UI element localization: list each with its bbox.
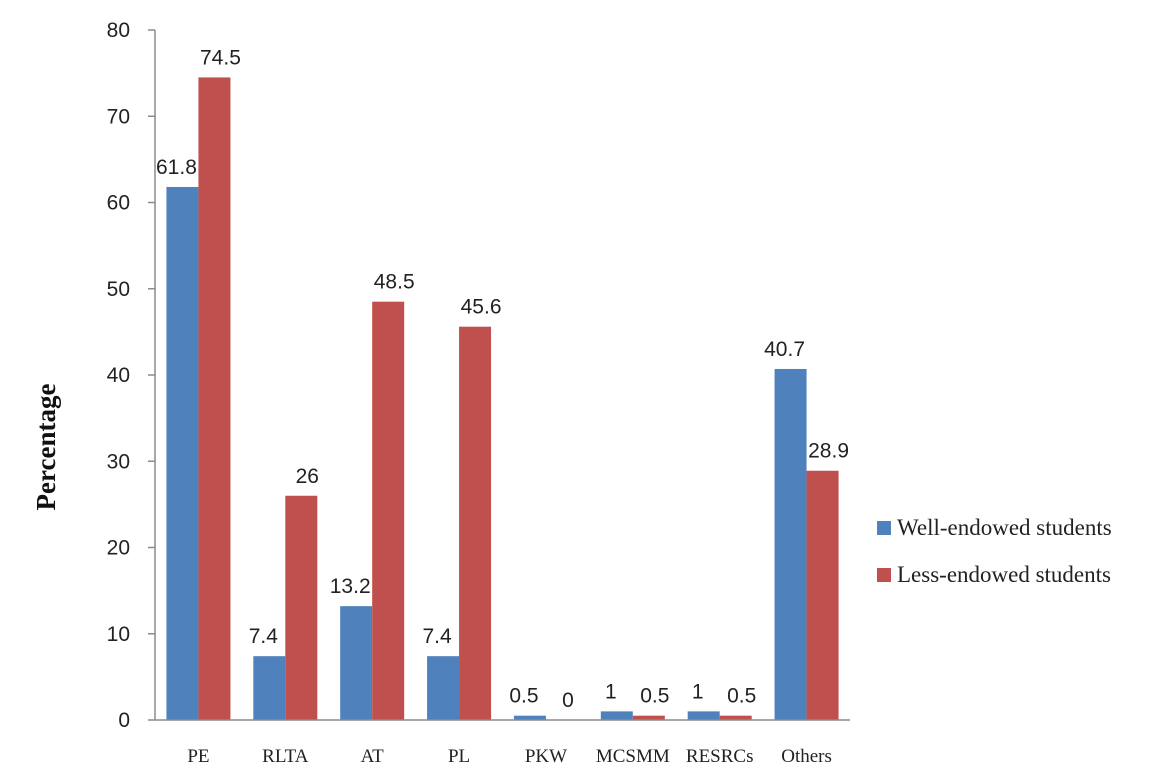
bar-less-endowed-pl [459, 326, 492, 720]
data-label: 7.4 [249, 625, 279, 648]
legend: Well-endowed students Less-endowed studen… [877, 515, 1112, 587]
legend-swatch [877, 568, 891, 582]
bar-less-endowed-resrcs [719, 715, 752, 720]
y-tick-label: 20 [107, 537, 130, 560]
y-axis-ticks: 0 10 20 30 40 50 60 70 80 [107, 19, 155, 732]
bar-well-endowed-rlta [253, 656, 286, 720]
data-label: 0 [562, 689, 574, 712]
data-label: 45.6 [461, 296, 502, 319]
data-label: 0.5 [509, 685, 538, 708]
bar-less-endowed-rlta [285, 495, 318, 720]
bar-less-endowed-others [806, 470, 839, 720]
x-tick-label: RLTA [262, 746, 309, 767]
legend-swatch [877, 521, 891, 535]
data-label: 7.4 [422, 625, 452, 648]
bars [166, 77, 839, 721]
bar-well-endowed-resrcs [687, 711, 720, 720]
bar-less-endowed-mcsmm [632, 715, 665, 720]
bar-less-endowed-at [372, 301, 405, 720]
category-labels: PE RLTA AT PL PKW MCSMM RESRCs Others [187, 746, 832, 767]
data-label: 13.2 [330, 575, 371, 598]
x-tick-label: AT [361, 746, 385, 767]
bar-well-endowed-pl [427, 656, 460, 720]
data-label: 74.5 [200, 46, 241, 69]
data-label: 40.7 [764, 338, 805, 361]
data-label: 1 [605, 680, 617, 703]
bar-well-endowed-pe [166, 186, 199, 721]
y-tick-label: 50 [107, 278, 130, 301]
x-tick-label: PL [448, 746, 470, 767]
y-tick-label: 60 [107, 192, 130, 215]
data-label: 0.5 [640, 685, 669, 708]
data-label: 26 [296, 465, 319, 488]
x-tick-label: PE [187, 746, 209, 767]
x-tick-label: PKW [525, 746, 567, 767]
legend-label: Well-endowed students [897, 515, 1112, 540]
data-labels: 61.8 74.5 7.4 26 13.2 48.5 7.4 45.6 0.5 0 1 0.5 1 0.5… [156, 46, 849, 712]
y-axis-title: Percentage [31, 384, 61, 511]
bar-well-endowed-pkw [513, 715, 546, 720]
y-tick-label: 0 [118, 709, 130, 732]
data-label: 1 [692, 680, 704, 703]
legend-label: Less-endowed students [897, 562, 1111, 587]
y-tick-label: 10 [107, 623, 130, 646]
x-tick-label: MCSMM [596, 746, 670, 767]
y-tick-label: 70 [107, 105, 130, 128]
data-label: 28.9 [808, 440, 849, 463]
data-label: 61.8 [156, 156, 197, 179]
bar-well-endowed-others [774, 368, 807, 720]
bar-well-endowed-at [340, 606, 373, 720]
bar-well-endowed-mcsmm [600, 711, 633, 720]
x-tick-label: Others [781, 746, 832, 767]
data-label: 48.5 [374, 271, 415, 294]
y-tick-label: 40 [107, 364, 130, 387]
y-tick-label: 80 [107, 19, 130, 42]
y-tick-label: 30 [107, 450, 130, 473]
bar-less-endowed-pe [198, 77, 231, 720]
data-label: 0.5 [727, 685, 756, 708]
x-tick-label: RESRCs [686, 746, 754, 767]
